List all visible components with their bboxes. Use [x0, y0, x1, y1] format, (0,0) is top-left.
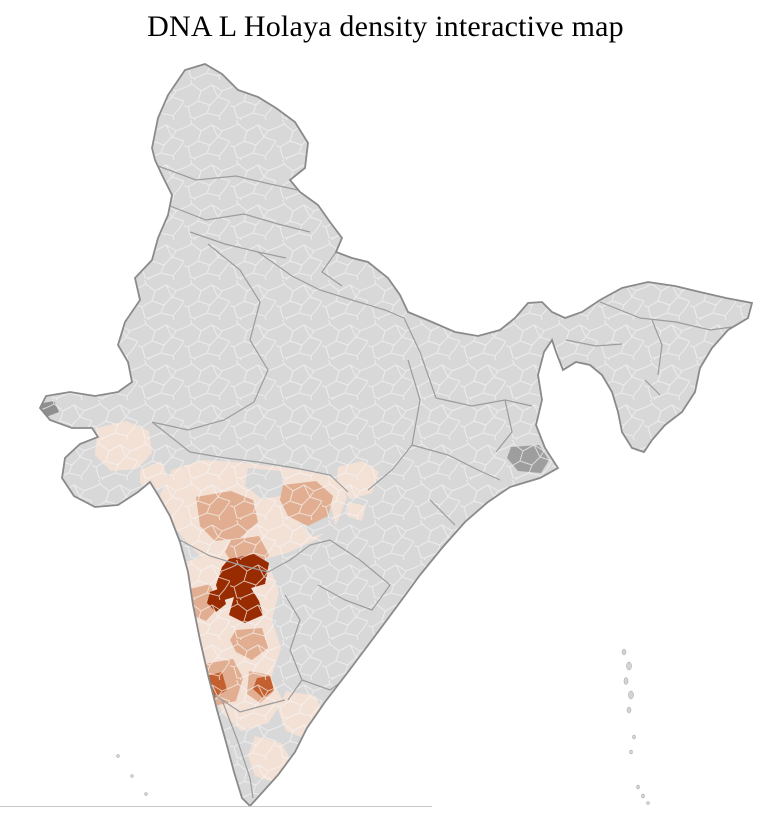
state-border-northeast: [565, 301, 741, 409]
island[interactable]: [628, 690, 634, 700]
island[interactable]: [144, 792, 148, 796]
island[interactable]: [621, 648, 627, 656]
bottom-divider: [0, 806, 432, 807]
island[interactable]: [641, 793, 645, 799]
island[interactable]: [116, 754, 120, 758]
island[interactable]: [623, 677, 629, 685]
island[interactable]: [626, 706, 632, 714]
state-border-maharashtra-karnataka: [179, 539, 331, 573]
island[interactable]: [629, 749, 633, 755]
island[interactable]: [130, 774, 134, 778]
state-border-telangana-ap: [317, 539, 391, 611]
island[interactable]: [636, 784, 640, 790]
state-border-uttarakhand: [321, 251, 343, 287]
island[interactable]: [632, 734, 636, 740]
state-border-haryana-up: [189, 231, 287, 259]
page-title: DNA L Holaya density interactive map: [147, 10, 624, 43]
state-border-mp-maharashtra: [224, 457, 349, 493]
state-border-rajasthan: [151, 243, 269, 431]
state-border-karnataka-ap: [284, 594, 303, 701]
state-border-hp-punjab: [169, 205, 311, 233]
andaman-nicobar-islands[interactable]: [621, 648, 650, 805]
state-border-jk-hp: [157, 165, 299, 191]
state-border-up-mp: [257, 251, 405, 319]
state-border-gujarat-mp: [151, 421, 226, 459]
island[interactable]: [646, 801, 650, 805]
island[interactable]: [626, 661, 632, 671]
lakshadweep-islands[interactable]: [116, 754, 148, 796]
state-border-up-bihar: [403, 317, 437, 399]
state-border-bihar-jharkhand: [435, 397, 533, 453]
state-border-odisha: [411, 444, 501, 526]
state-borders: [151, 165, 741, 799]
state-border-karnataka-tn-kerala: [214, 694, 286, 799]
